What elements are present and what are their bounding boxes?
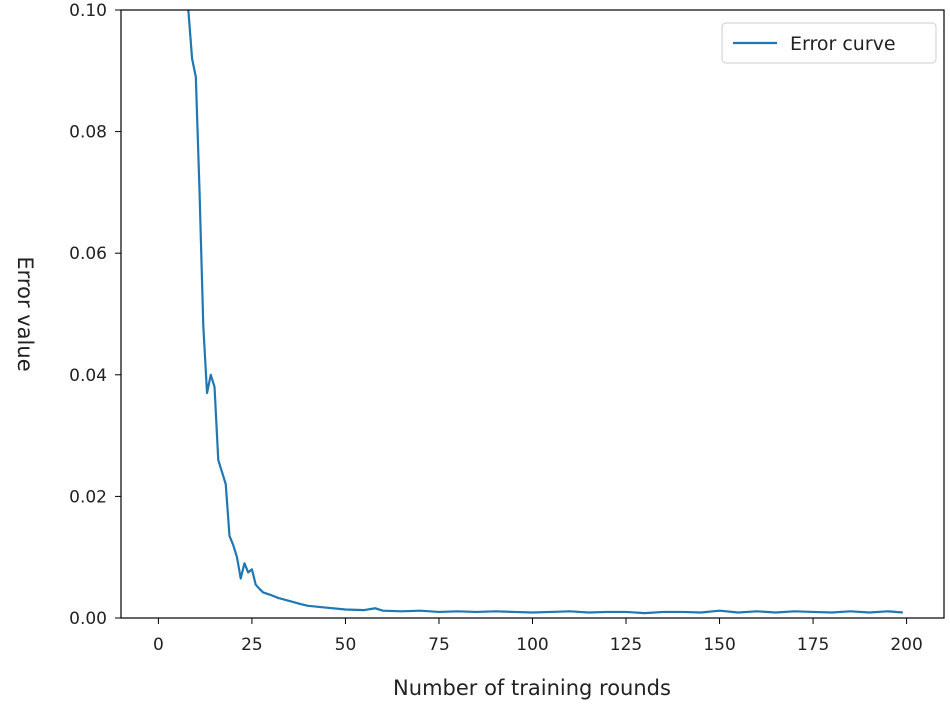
x-tick-label: 125 xyxy=(610,635,642,655)
x-tick-label: 100 xyxy=(516,635,548,655)
x-tick-label: 50 xyxy=(335,635,357,655)
series-line-error-curve xyxy=(187,10,903,615)
legend-label-error-curve: Error curve xyxy=(790,33,896,55)
y-tick-label: 0.02 xyxy=(69,487,107,507)
y-tick-label: 0.00 xyxy=(69,609,107,629)
y-axis-label: Error value xyxy=(13,256,37,371)
legend: Error curve xyxy=(721,22,937,64)
x-tick-label: 0 xyxy=(153,635,164,655)
x-tick-label: 175 xyxy=(797,635,829,655)
plot-frame xyxy=(120,9,945,619)
x-tick-label: 150 xyxy=(703,635,735,655)
y-tick-label: 0.10 xyxy=(69,1,107,21)
legend-box xyxy=(721,22,937,64)
x-tick-label: 25 xyxy=(241,635,263,655)
y-tick-label: 0.06 xyxy=(69,244,107,264)
y-tick-label: 0.04 xyxy=(69,366,107,386)
x-tick-label: 75 xyxy=(428,635,450,655)
x-tick-label: 200 xyxy=(890,635,922,655)
y-tick-label: 0.08 xyxy=(69,123,107,143)
x-axis-label: Number of training rounds xyxy=(393,676,671,700)
